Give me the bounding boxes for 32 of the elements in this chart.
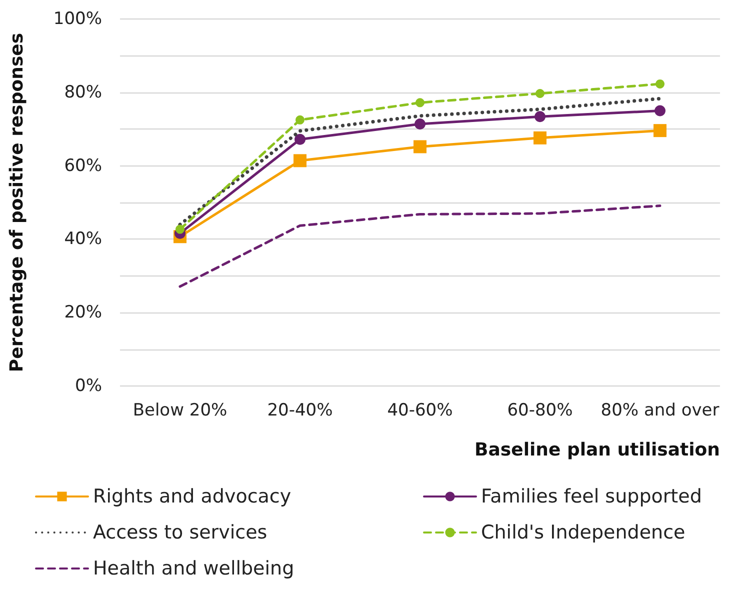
point [536, 89, 544, 98]
legend-label: Rights and advocacy [93, 486, 292, 508]
y-tick-label: 60% [64, 156, 102, 176]
x-axis-title: Baseline plan utilisation [474, 440, 720, 460]
y-tick-label: 20% [64, 302, 102, 323]
point [294, 154, 306, 168]
y-tick-label: 80% [64, 82, 102, 102]
point [654, 105, 666, 116]
point [654, 124, 666, 138]
y-axis-title: Percentage of positive responses [6, 32, 28, 372]
legend-label: Access to services [93, 522, 268, 544]
point [296, 115, 304, 124]
legend-label: Families feel supported [481, 486, 702, 508]
y-tick-label: 0% [75, 376, 102, 396]
point [534, 131, 546, 144]
point [656, 79, 664, 88]
y-tick-label: 40% [64, 229, 102, 250]
point [534, 111, 546, 122]
x-tick-label: 60-80% [507, 400, 573, 420]
line-series [178, 204, 662, 288]
point [176, 224, 184, 234]
x-tick-label: 20-40% [267, 400, 333, 420]
point [414, 140, 426, 154]
x-tick-label: Below 20% [132, 400, 228, 420]
point [416, 98, 424, 108]
y-tick-label: 100% [53, 9, 102, 29]
x-tick-label: 40-60% [387, 400, 453, 420]
point [294, 134, 306, 145]
point [414, 118, 426, 130]
legend-label: Health and wellbeing [93, 558, 294, 580]
x-tick-label: 80% and over [600, 400, 720, 420]
legend-label: Child's Independence [481, 522, 686, 544]
